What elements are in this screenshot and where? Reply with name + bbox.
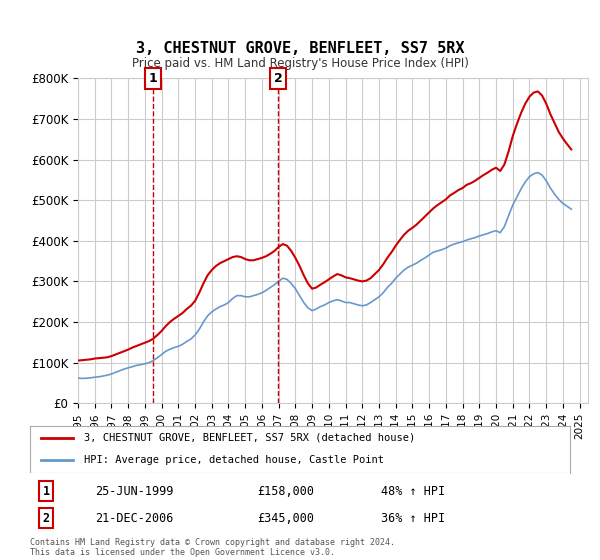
Text: 36% ↑ HPI: 36% ↑ HPI xyxy=(381,512,445,525)
Text: 3, CHESTNUT GROVE, BENFLEET, SS7 5RX (detached house): 3, CHESTNUT GROVE, BENFLEET, SS7 5RX (de… xyxy=(84,432,415,442)
Text: Contains HM Land Registry data © Crown copyright and database right 2024.
This d: Contains HM Land Registry data © Crown c… xyxy=(30,538,395,557)
Text: 1: 1 xyxy=(43,485,50,498)
Text: 25-JUN-1999: 25-JUN-1999 xyxy=(95,485,173,498)
Text: 48% ↑ HPI: 48% ↑ HPI xyxy=(381,485,445,498)
Text: £345,000: £345,000 xyxy=(257,512,314,525)
Text: 3, CHESTNUT GROVE, BENFLEET, SS7 5RX: 3, CHESTNUT GROVE, BENFLEET, SS7 5RX xyxy=(136,41,464,56)
Text: HPI: Average price, detached house, Castle Point: HPI: Average price, detached house, Cast… xyxy=(84,455,384,465)
Text: 1: 1 xyxy=(149,72,157,85)
Text: £158,000: £158,000 xyxy=(257,485,314,498)
Text: 2: 2 xyxy=(43,512,50,525)
Text: 2: 2 xyxy=(274,72,283,85)
Text: Price paid vs. HM Land Registry's House Price Index (HPI): Price paid vs. HM Land Registry's House … xyxy=(131,57,469,70)
Text: 21-DEC-2006: 21-DEC-2006 xyxy=(95,512,173,525)
